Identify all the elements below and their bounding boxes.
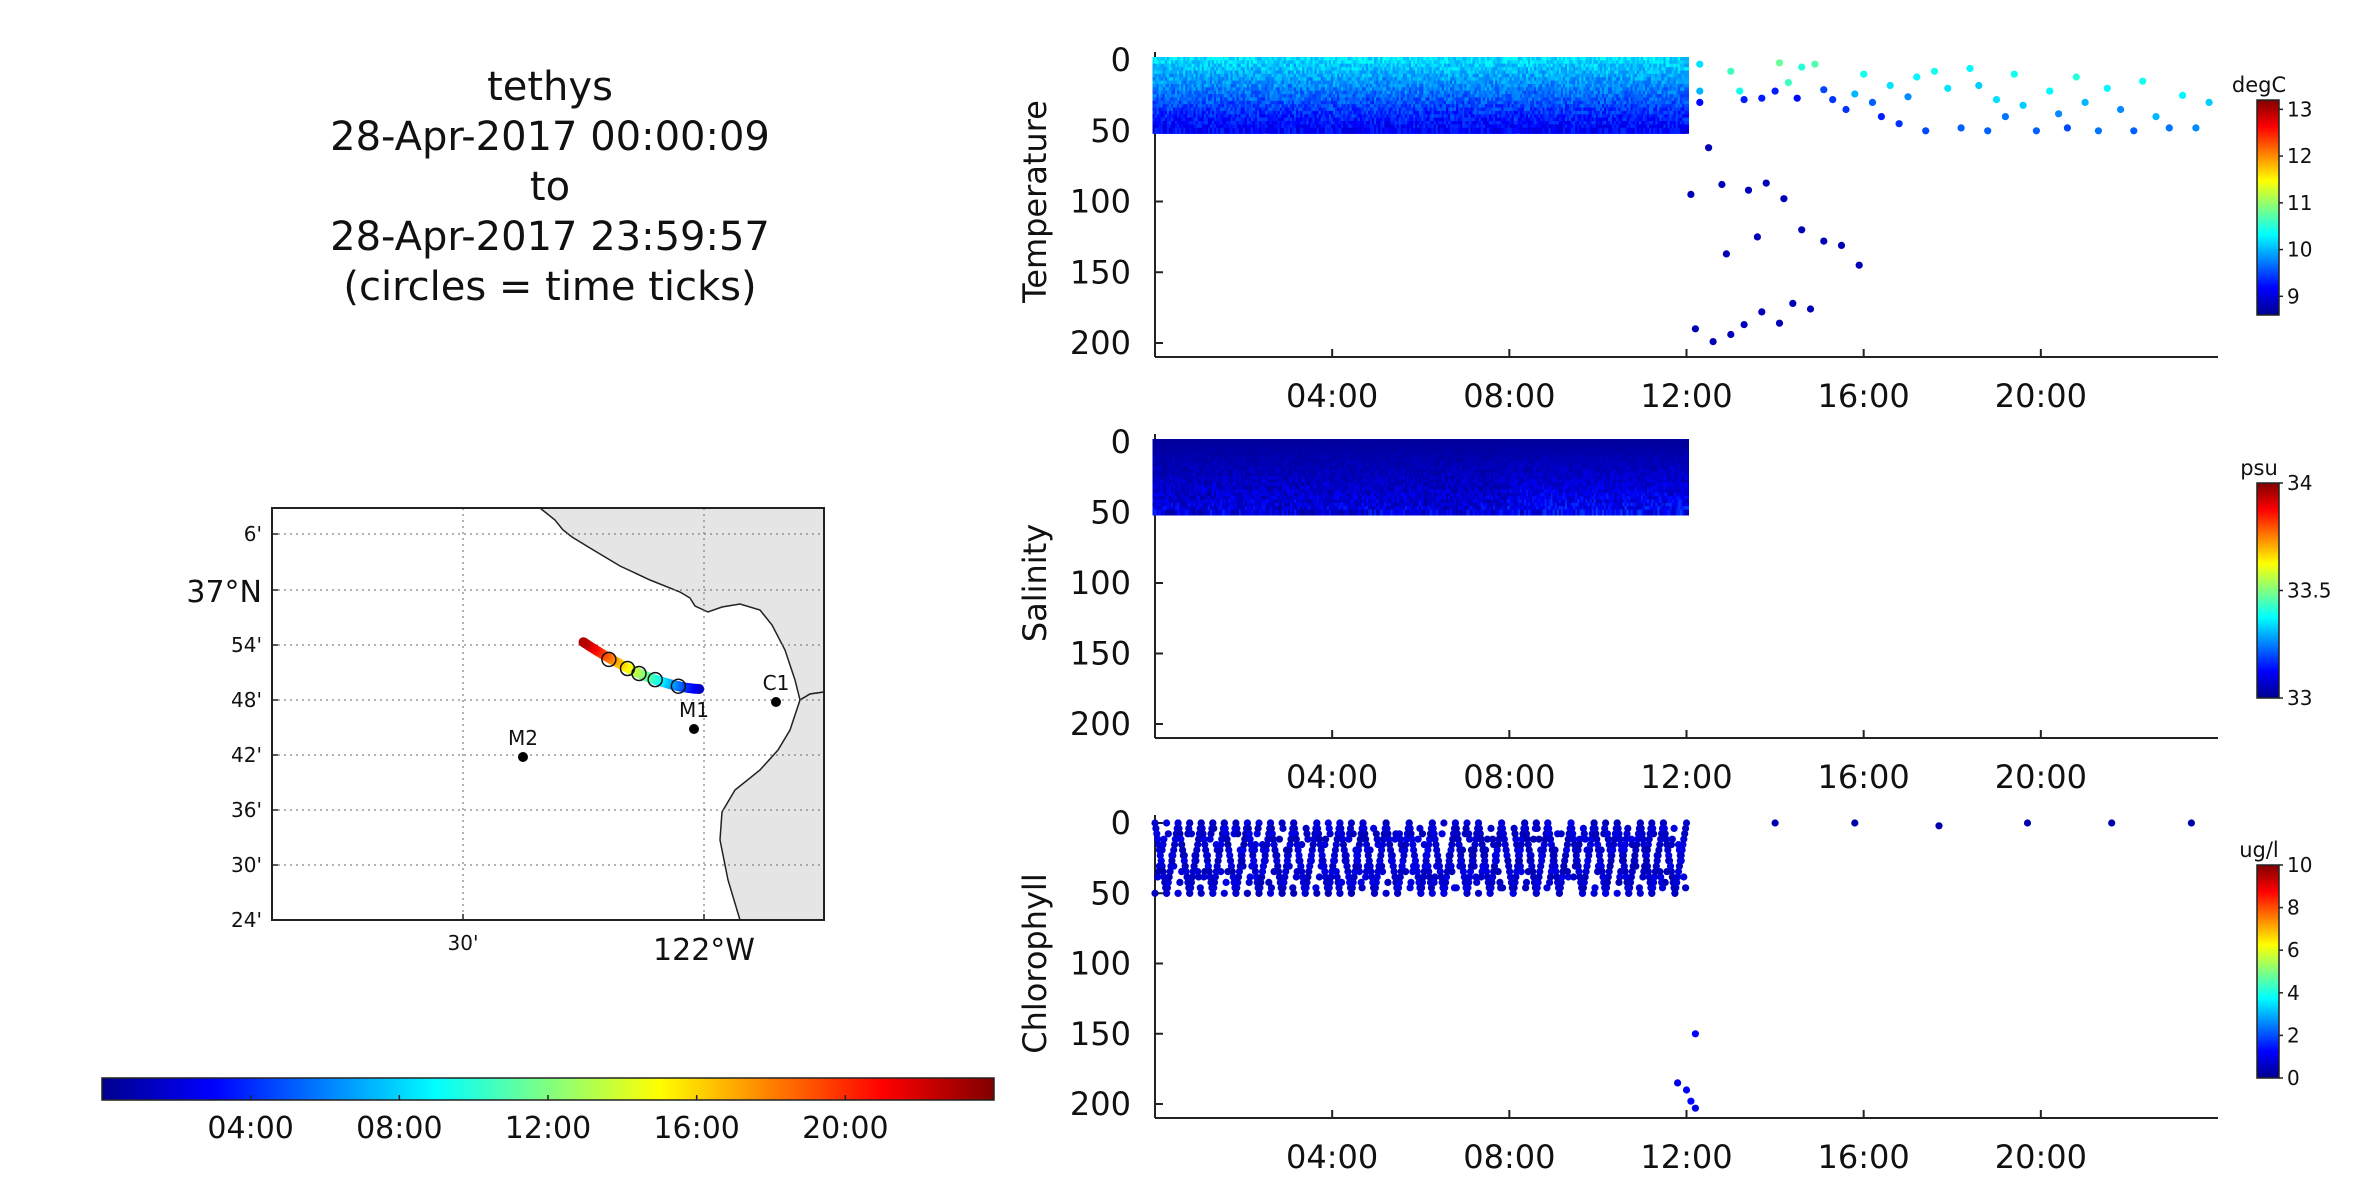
temperature-point bbox=[1513, 107, 1519, 114]
temperature-point bbox=[1261, 100, 1267, 107]
temperature-point bbox=[1513, 60, 1519, 67]
temperature-y-tick-label: 150 bbox=[1070, 253, 1131, 291]
temperature-point bbox=[1513, 73, 1519, 80]
temperature-x-tick-label: 08:00 bbox=[1463, 377, 1555, 415]
temperature-point bbox=[1261, 73, 1267, 80]
temperature-point bbox=[1513, 124, 1519, 131]
temperature-point bbox=[1513, 67, 1519, 74]
temperature-point bbox=[1261, 87, 1267, 94]
temperature-point bbox=[1513, 110, 1519, 117]
temperature-point bbox=[1261, 107, 1267, 114]
temperature-point bbox=[1513, 127, 1519, 134]
temperature-y-tick-label: 50 bbox=[1090, 112, 1131, 150]
temperature-y-tick-label: 200 bbox=[1070, 324, 1131, 362]
temperature-point bbox=[1513, 84, 1519, 90]
temperature-point bbox=[1261, 63, 1267, 70]
temperature-point bbox=[1261, 70, 1267, 77]
temperature-y-tick-label: 0 bbox=[1111, 41, 1131, 79]
temperature-point bbox=[1513, 80, 1519, 87]
temperature-point bbox=[1513, 57, 1519, 63]
temperature-x-tick-label: 12:00 bbox=[1640, 377, 1732, 415]
temperature-y-tick-label: 100 bbox=[1070, 183, 1131, 221]
temperature-point bbox=[1513, 77, 1519, 84]
title-line-to: to bbox=[529, 164, 571, 210]
temperature-point bbox=[1261, 110, 1267, 117]
temperature-point bbox=[1261, 114, 1267, 121]
temperature-x-tick-label: 20:00 bbox=[1995, 377, 2087, 415]
temperature-point bbox=[1513, 100, 1519, 107]
temperature-point bbox=[1513, 90, 1519, 97]
temperature-point bbox=[1513, 94, 1519, 101]
temperature-ylabel: Temperature bbox=[1016, 100, 1054, 304]
title-line-vehicle: tethys bbox=[487, 64, 613, 110]
temperature-point bbox=[1261, 57, 1267, 63]
temperature-x-tick-label: 04:00 bbox=[1286, 377, 1378, 415]
temperature-point bbox=[1261, 80, 1267, 87]
temperature-panel: 0 50 100 150 200 04:00 08:00 12:00 16:00 20:00 Tem… bbox=[1016, 41, 2312, 415]
temperature-point bbox=[1261, 124, 1267, 131]
title-line-note: (circles = time ticks) bbox=[343, 264, 757, 310]
temperature-point bbox=[1261, 97, 1267, 104]
temperature-point bbox=[1261, 94, 1267, 101]
figure-title: tethys 28-Apr-2017 00:00:09 to 28-Apr-20… bbox=[250, 62, 850, 312]
temperature-point bbox=[1261, 104, 1267, 111]
temperature-point bbox=[1261, 90, 1267, 97]
temperature-point bbox=[1513, 114, 1519, 121]
temperature-x-tick-label: 16:00 bbox=[1818, 377, 1910, 415]
temperature-profile-band bbox=[1152, 57, 1689, 134]
temperature-point bbox=[1261, 84, 1267, 90]
temperature-point bbox=[1513, 121, 1519, 127]
title-line-end: 28-Apr-2017 23:59:57 bbox=[330, 214, 770, 260]
title-line-start: 28-Apr-2017 00:00:09 bbox=[330, 114, 770, 160]
temperature-point bbox=[1261, 60, 1267, 67]
temperature-point bbox=[1261, 121, 1267, 127]
temperature-point bbox=[1261, 117, 1267, 124]
temperature-point bbox=[1513, 117, 1519, 124]
temperature-point bbox=[1513, 87, 1519, 94]
temperature-point bbox=[1261, 77, 1267, 84]
temperature-point bbox=[1513, 104, 1519, 111]
temperature-point bbox=[1261, 67, 1267, 74]
temperature-point bbox=[1513, 97, 1519, 104]
temperature-point bbox=[1513, 70, 1519, 77]
temperature-point bbox=[1513, 63, 1519, 70]
temperature-point bbox=[1261, 127, 1267, 134]
